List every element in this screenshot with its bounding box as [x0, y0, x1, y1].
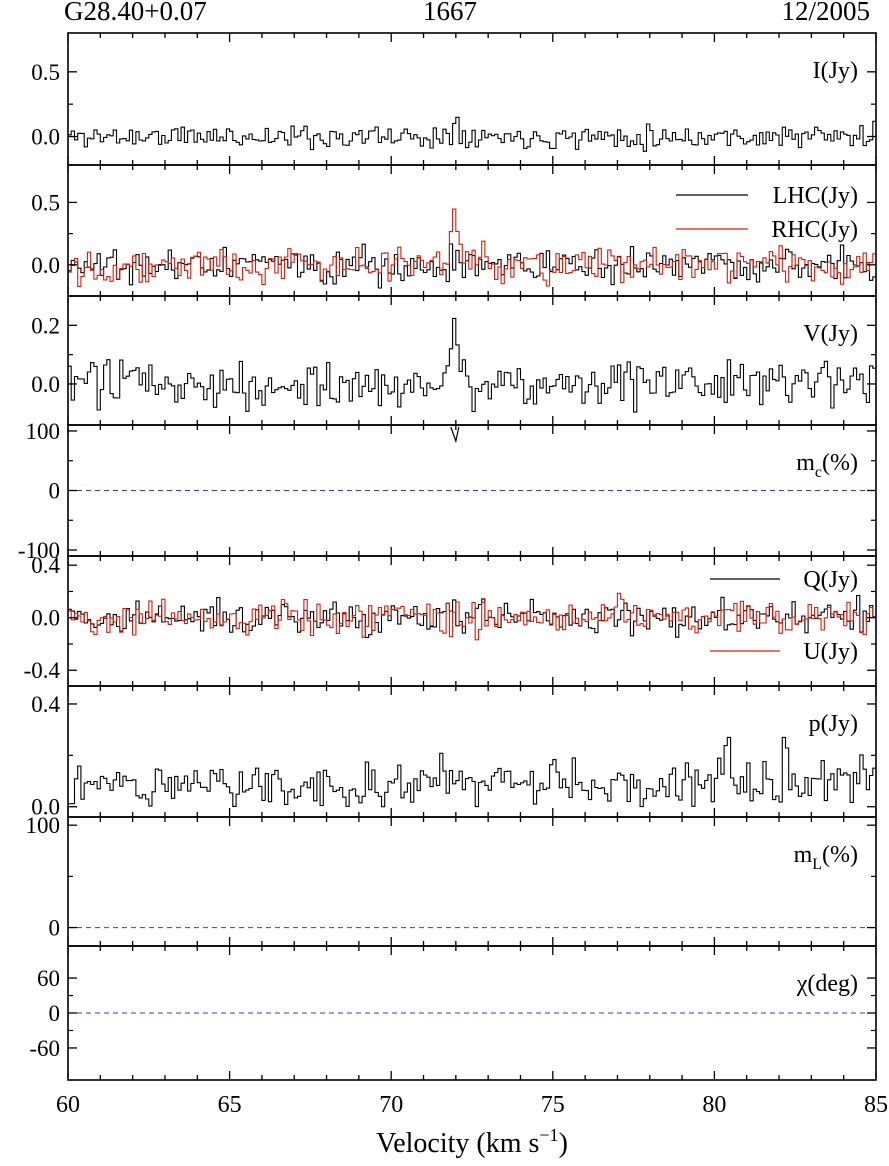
ytick-label-p: 0.4	[31, 692, 60, 717]
ytick-label-p: 0.0	[31, 795, 60, 820]
legend-label-LR-1: RHC(Jy)	[771, 217, 858, 243]
ytick-label-LR: 0.0	[31, 253, 60, 278]
xtick-label: 80	[702, 1092, 726, 1118]
xtick-label: 85	[864, 1092, 888, 1118]
xtick-label: 75	[541, 1092, 565, 1118]
ytick-label-I: 0.5	[31, 60, 60, 85]
frequency-label: 1667	[423, 0, 477, 26]
frame-I	[67, 32, 877, 166]
panel-label-mL: mL(%)	[794, 842, 858, 873]
frame-LR	[67, 164, 877, 297]
frame-p	[67, 685, 877, 818]
series-p-0	[68, 736, 876, 808]
ytick-label-LR: 0.5	[31, 190, 60, 215]
series-I-0	[68, 116, 876, 152]
panel-label-p: p(Jy)	[809, 711, 858, 737]
ytick-label-chi: -60	[29, 1036, 60, 1061]
epoch-label: 12/2005	[781, 0, 870, 26]
panel-label-mc: mc(%)	[796, 450, 858, 481]
frame-mL	[67, 816, 877, 947]
ytick-label-mc: 0	[49, 479, 61, 504]
ytick-label-mL: 0	[49, 916, 61, 941]
legend-label-LR-0: LHC(Jy)	[773, 183, 858, 209]
xtick-label: 65	[218, 1092, 242, 1118]
series-LR-1	[68, 208, 876, 288]
series-V-0	[68, 317, 876, 413]
ytick-label-mL: 100	[26, 813, 61, 838]
ytick-label-QU: 0.0	[31, 606, 60, 631]
ytick-label-chi: 60	[37, 966, 60, 991]
panel-label-I: I(Jy)	[813, 58, 858, 84]
legend-label-QU-0: Q(Jy)	[803, 567, 858, 593]
series-QU-1	[68, 592, 876, 641]
xtick-label: 70	[379, 1092, 403, 1118]
ytick-label-mc: -100	[18, 538, 60, 563]
source-name: G28.40+0.07	[64, 0, 207, 26]
panel-label-V: V(Jy)	[803, 321, 858, 347]
ytick-label-QU: 0.4	[31, 553, 60, 578]
legend-label-QU-1: U(Jy)	[803, 639, 858, 665]
panel-label-chi: χ(deg)	[796, 971, 858, 997]
x-axis-label: Velocity (km s−1)	[376, 1125, 568, 1159]
ytick-label-chi: 0	[49, 1001, 61, 1026]
mark-mc-0	[450, 426, 460, 444]
ytick-label-V: 0.0	[31, 372, 60, 397]
xtick-label: 60	[56, 1092, 80, 1118]
ytick-label-V: 0.2	[31, 313, 60, 338]
ytick-label-mc: 100	[26, 419, 61, 444]
ytick-label-QU: -0.4	[24, 658, 61, 683]
ytick-label-I: 0.0	[31, 125, 60, 150]
